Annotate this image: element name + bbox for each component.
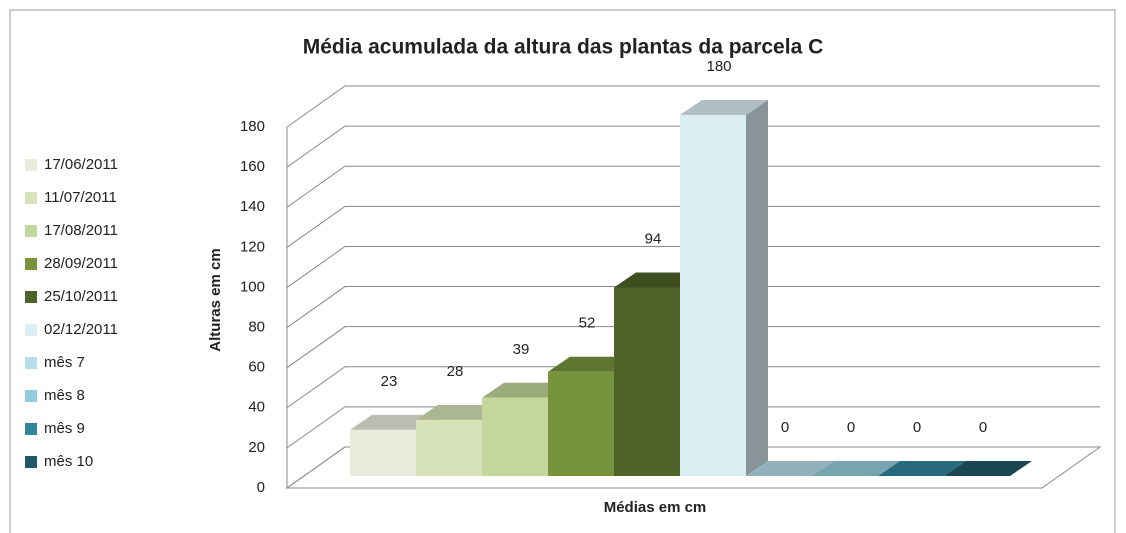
bar-top <box>878 461 966 476</box>
data-label: 180 <box>706 58 731 75</box>
bar-top <box>746 461 834 476</box>
legend-label: 28/09/2011 <box>44 255 118 272</box>
bar <box>746 461 834 476</box>
y-tick-label: 80 <box>248 319 265 336</box>
data-label: 23 <box>381 373 398 390</box>
data-label: 94 <box>645 230 662 247</box>
legend-label: mês 10 <box>44 453 93 470</box>
grid-line <box>286 165 1100 208</box>
legend-swatch <box>25 390 37 402</box>
legend-swatch <box>25 291 37 303</box>
bar <box>812 461 900 476</box>
bar <box>878 461 966 476</box>
legend-swatch <box>25 192 37 204</box>
bar-side <box>746 100 768 476</box>
grid-line <box>286 446 1100 489</box>
bar-front <box>482 397 548 476</box>
bar-front <box>350 429 416 476</box>
legend-swatch <box>25 324 37 336</box>
y-tick-label: 120 <box>240 238 265 255</box>
grid-line <box>286 205 1100 248</box>
x-axis-label: Médias em cm <box>604 499 707 516</box>
legend-swatch <box>25 456 37 468</box>
y-tick-label: 40 <box>248 399 265 416</box>
legend-swatch <box>25 423 37 435</box>
legend-label: 02/12/2011 <box>44 321 118 338</box>
y-tick-label: 0 <box>257 479 265 496</box>
data-label: 28 <box>447 363 464 380</box>
legend-swatch <box>25 225 37 237</box>
bar-front <box>548 371 614 476</box>
grid-line <box>286 125 1100 168</box>
grid-line <box>286 366 1100 409</box>
bar-front <box>416 419 482 476</box>
bar <box>944 461 1032 476</box>
bar-front <box>680 115 746 476</box>
data-label: 52 <box>579 315 596 332</box>
y-tick-label: 60 <box>248 359 265 376</box>
y-tick-label: 160 <box>240 158 265 175</box>
grid-line <box>286 85 1100 128</box>
legend-label: 17/08/2011 <box>44 222 118 239</box>
legend-label: 11/07/2011 <box>44 189 117 206</box>
y-tick-label: 140 <box>240 198 265 215</box>
legend-swatch <box>25 159 37 171</box>
legend-label: mês 7 <box>44 354 85 371</box>
y-axis-label: Alturas em cm <box>207 248 224 351</box>
legend-label: mês 9 <box>44 420 85 437</box>
chart-title: Média acumulada da altura das plantas da… <box>303 36 824 59</box>
data-label: 0 <box>979 419 987 436</box>
y-tick-label: 100 <box>240 278 265 295</box>
grid-line <box>286 245 1100 288</box>
data-label: 0 <box>847 419 855 436</box>
data-label: 0 <box>913 419 921 436</box>
grid-line <box>286 406 1100 449</box>
y-tick-label: 20 <box>248 439 265 456</box>
data-label: 0 <box>781 419 789 436</box>
bar <box>680 100 768 476</box>
legend-swatch <box>25 258 37 270</box>
grid-line <box>286 286 1100 328</box>
data-label: 39 <box>513 341 530 358</box>
legend-label: mês 8 <box>44 387 85 404</box>
legend-label: 25/10/2011 <box>44 288 118 305</box>
bar-top <box>680 100 768 115</box>
bar-top <box>944 461 1032 476</box>
bar-front <box>614 287 680 476</box>
legend-swatch <box>25 357 37 369</box>
y-tick-label: 180 <box>240 118 265 135</box>
grid-line <box>286 326 1100 369</box>
bar-top <box>812 461 900 476</box>
legend-label: 17/06/2011 <box>44 156 118 173</box>
